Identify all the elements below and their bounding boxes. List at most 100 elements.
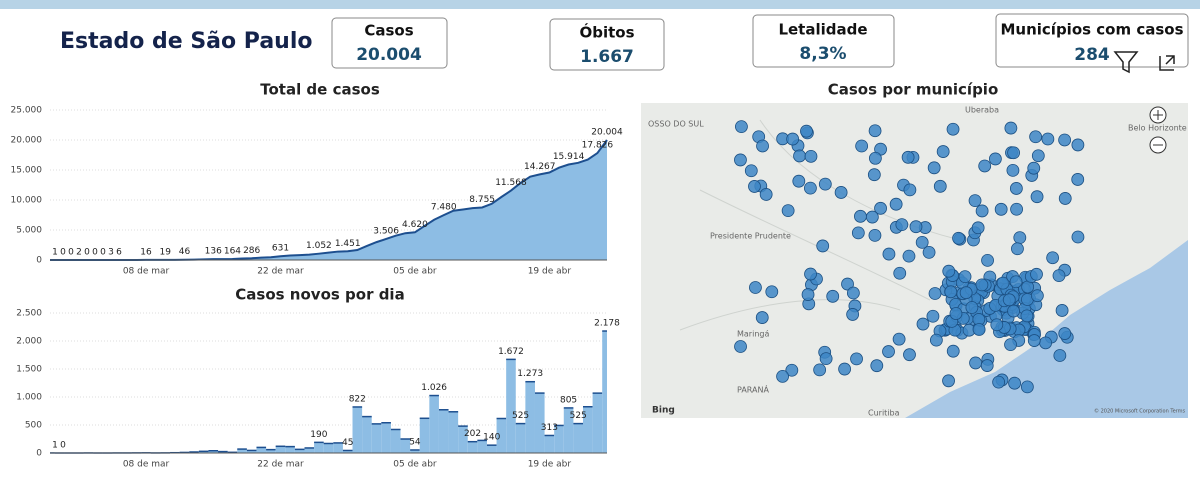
map-dot (982, 254, 994, 266)
map-dot (904, 184, 916, 196)
map-dot (1028, 162, 1040, 174)
map-dot (910, 221, 922, 233)
map-dot (1056, 304, 1068, 316)
y-tick-label: 0 (36, 256, 42, 266)
map-dot (1007, 164, 1019, 176)
x-tick-label: 08 de mar (123, 267, 170, 277)
map-dot (854, 210, 866, 222)
data-label: 46 (179, 247, 191, 257)
map-dot (929, 287, 941, 299)
map-label: PARANÁ (737, 384, 769, 395)
map-dot (847, 287, 859, 299)
map-dot (979, 160, 991, 172)
data-label: 8.755 (469, 195, 495, 205)
data-label: 1.273 (517, 369, 543, 379)
data-label: 286 (243, 246, 260, 256)
map-dot (927, 310, 939, 322)
x-tick-label: 22 de mar (257, 267, 304, 277)
map-dot (1009, 377, 1021, 389)
data-label: 0 (60, 248, 66, 258)
bar (429, 396, 439, 453)
map-dot (1032, 150, 1044, 162)
map-dot (782, 205, 794, 217)
map-dot (1010, 276, 1022, 288)
map-dot (947, 123, 959, 135)
bar (449, 412, 459, 453)
card-label: Óbitos (579, 23, 634, 42)
map-dot (1010, 182, 1022, 194)
map: OSSO DO SUL Presidente Prudente Maringá … (641, 103, 1188, 418)
copyright: © 2020 Microsoft Corporation Terms (1094, 408, 1185, 415)
data-label: 14.267 (524, 162, 556, 172)
map-dot (1003, 294, 1015, 306)
map-dot (802, 289, 814, 301)
map-label: Presidente Prudente (710, 232, 791, 241)
bar (593, 393, 603, 453)
map-label: Uberaba (965, 106, 999, 115)
data-label: 525 (512, 411, 529, 421)
map-dot (1008, 147, 1020, 159)
data-label: 0 (100, 248, 106, 258)
map-label: Belo Horizonte (1128, 124, 1187, 133)
map-dot (817, 240, 829, 252)
data-label: 6 (116, 247, 122, 257)
data-label: 136 (205, 247, 222, 257)
x-tick-label: 08 de mar (123, 460, 170, 470)
page-title: Estado de São Paulo (60, 29, 313, 54)
data-label: 54 (409, 437, 421, 447)
map-dot (1040, 337, 1052, 349)
data-label: 190 (310, 430, 327, 440)
chart-title: Total de casos (260, 81, 380, 99)
y-tick-label: 15.000 (11, 166, 43, 176)
map-dot (903, 349, 915, 361)
map-dot (903, 250, 915, 262)
map-dot (1021, 381, 1033, 393)
map-dot (871, 360, 883, 372)
data-label: 17.826 (582, 141, 614, 151)
map-dot (819, 178, 831, 190)
bar (353, 407, 363, 453)
data-label: 0 (60, 441, 66, 451)
map-dot (995, 203, 1007, 215)
map-dot (953, 232, 965, 244)
map-dot (1072, 139, 1084, 151)
map-dot (827, 290, 839, 302)
map-dot (902, 151, 914, 163)
map-dot (947, 345, 959, 357)
data-label: 45 (342, 438, 353, 448)
map-dot (777, 370, 789, 382)
y-tick-label: 5.000 (16, 226, 42, 236)
map-dot (805, 268, 817, 280)
bing-logo: Bing (652, 406, 675, 416)
map-dot (930, 334, 942, 346)
map-dot (735, 340, 747, 352)
map-dot (993, 376, 1005, 388)
bar (545, 435, 555, 453)
data-label: 1 (52, 247, 58, 257)
card-value: 8,3% (799, 44, 846, 64)
data-label: 805 (560, 395, 577, 405)
y-tick-label: 2.500 (16, 309, 42, 319)
bar (276, 446, 286, 453)
map-dot (847, 308, 859, 320)
card-label: Municípios com casos (1000, 21, 1183, 39)
card-label: Casos (364, 22, 413, 40)
data-label: 19 (160, 247, 172, 257)
map-dot (1042, 133, 1054, 145)
data-label: 3 (108, 247, 114, 257)
data-label: 164 (224, 247, 241, 257)
map-dot (814, 364, 826, 376)
map-dot (805, 150, 817, 162)
map-title: Casos por município (828, 81, 999, 99)
map-dot (745, 165, 757, 177)
y-tick-label: 20.000 (11, 136, 43, 146)
map-dot (943, 375, 955, 387)
map-dot (1059, 134, 1071, 146)
card-value: 284 (1074, 45, 1110, 65)
data-label: 202 (464, 429, 481, 439)
map-label: Curitiba (868, 409, 900, 418)
map-dot (989, 153, 1001, 165)
map-label: OSSO DO SUL (648, 120, 704, 129)
map-dot (851, 353, 863, 365)
